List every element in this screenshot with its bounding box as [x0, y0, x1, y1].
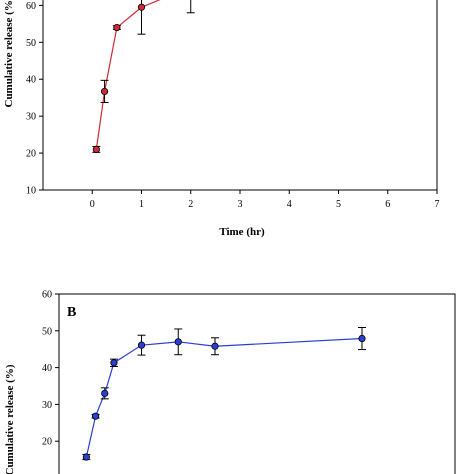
y-tick-label: 10 — [26, 186, 36, 197]
y-tick-label: 30 — [26, 112, 36, 123]
y-tick-label: 40 — [26, 75, 36, 86]
data-point — [137, 341, 146, 349]
chart-a: 0 1 2 3 4 5 6 7 10 20 30 40 50 60 Time (hr) Cumulati… — [3, 0, 440, 238]
data-point — [91, 412, 100, 420]
series-line — [95, 0, 161, 150]
x-tick-label: 6 — [385, 199, 390, 210]
x-tick-label: 2 — [188, 199, 193, 210]
chart-a-y-axis-label: Cumulative release (%) — [3, 0, 15, 108]
x-tick-label: 0 — [90, 199, 95, 210]
y-tick-label: 40 — [42, 363, 52, 374]
chart-b-series — [82, 326, 366, 461]
chart-b-plot-area — [58, 293, 456, 474]
data-point — [358, 334, 366, 343]
series-line — [85, 337, 363, 458]
x-tick-label: 3 — [238, 199, 243, 210]
y-tick-label: 20 — [26, 149, 36, 160]
data-point — [110, 359, 118, 367]
data-point — [101, 389, 109, 397]
data-point — [174, 338, 182, 346]
x-tick-label: 1 — [139, 199, 144, 210]
chart-b: B 20 30 40 50 60 Cumulative release (%) — [4, 290, 456, 474]
x-tick-label: 5 — [336, 199, 341, 210]
chart-b-y-axis-label: Cumulative release (%) — [4, 364, 16, 474]
chart-b-y-ticks: 20 30 40 50 60 — [42, 290, 59, 448]
data-point — [82, 453, 90, 461]
data-point — [92, 145, 100, 153]
data-point — [137, 3, 146, 11]
data-point — [113, 23, 121, 32]
chart-a-x-ticks: 0 1 2 3 4 5 6 7 — [90, 190, 440, 210]
y-tick-label: 30 — [42, 400, 52, 411]
chart-a-x-axis-label: Time (hr) — [219, 226, 265, 238]
chart-a-series — [92, 0, 195, 153]
y-tick-label: 50 — [26, 38, 36, 49]
y-tick-label: 60 — [26, 1, 36, 12]
y-tick-label: 50 — [42, 326, 52, 337]
chart-a-y-ticks: 10 20 30 40 50 60 — [26, 1, 43, 197]
chart-b-panel-letter: B — [67, 305, 76, 320]
x-tick-label: 4 — [287, 199, 292, 210]
chart-a-plot-area — [42, 0, 438, 191]
data-point — [100, 87, 109, 96]
data-point — [211, 342, 219, 350]
y-tick-label: 60 — [42, 290, 52, 301]
x-tick-label: 7 — [435, 199, 440, 210]
y-tick-label: 20 — [42, 437, 52, 448]
